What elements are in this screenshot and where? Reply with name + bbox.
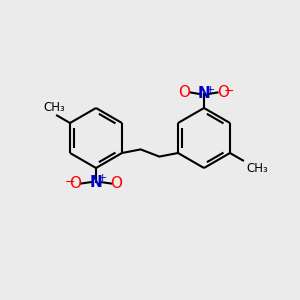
- Text: N: N: [198, 86, 210, 101]
- Text: +: +: [98, 173, 107, 183]
- Text: CH₃: CH₃: [44, 101, 65, 114]
- Text: CH₃: CH₃: [246, 162, 268, 175]
- Text: O: O: [70, 176, 82, 191]
- Text: +: +: [206, 85, 215, 95]
- Text: O: O: [178, 85, 190, 100]
- Text: O: O: [110, 176, 122, 191]
- Text: −: −: [65, 176, 76, 188]
- Text: O: O: [217, 85, 229, 100]
- Text: −: −: [224, 85, 234, 98]
- Text: N: N: [90, 175, 102, 190]
